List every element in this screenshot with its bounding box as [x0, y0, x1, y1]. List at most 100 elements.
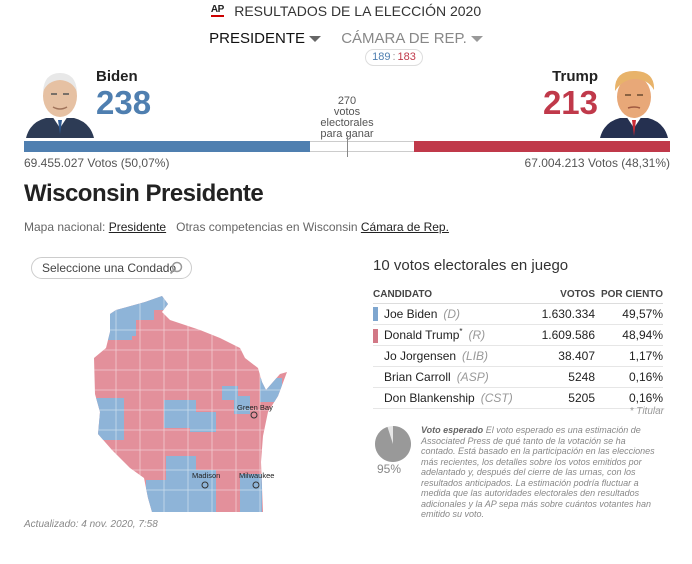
biden-popular-vote: 69.455.027 Votos (50,07%)	[24, 156, 170, 170]
party-swatch	[373, 391, 378, 405]
candidate-votes: 1.609.586	[521, 324, 595, 346]
map-city-marker-green-bay	[250, 411, 258, 419]
tab-presidente[interactable]: PRESIDENTE	[209, 30, 322, 47]
national-map-presidente-link[interactable]: Presidente	[108, 220, 167, 234]
candidate-votes: 1.630.334	[521, 303, 595, 325]
page-title: Wisconsin Presidente	[24, 180, 264, 207]
candidate-name: Jo Jorgensen	[384, 348, 457, 363]
col-candidate: CANDIDATO	[373, 287, 521, 304]
map-dem-counties	[94, 294, 282, 512]
results-header: AP RESULTADOS DE LA ELECCIÓN 2020	[0, 0, 692, 24]
expected-vote-percent: 95%	[377, 462, 402, 476]
county-brown[interactable]	[234, 396, 250, 414]
candidate-votes: 5205	[521, 387, 595, 409]
house-count-badge[interactable]: 189:183	[365, 49, 423, 66]
table-row: Donald Trump* (R) 1.609.586 48,94%	[373, 324, 663, 346]
ap-logo: AP	[210, 4, 224, 17]
tab-camara-label: CÁMARA DE REP.	[341, 30, 467, 47]
candidate-name: Don Blankenship	[384, 390, 475, 405]
trump-popular-vote: 67.004.213 Votos (48,31%)	[524, 156, 670, 170]
votes-needed-count: 270	[337, 95, 357, 107]
house-rep-count: 183	[397, 51, 416, 63]
candidate-cell: Joe Biden (D)	[373, 303, 521, 325]
map-city-label-green-bay: Green Bay	[237, 403, 273, 412]
expected-pie-slice	[374, 426, 411, 462]
wisconsin-county-map[interactable]: Green Bay Madison Milwaukee	[90, 294, 300, 512]
table-row: Joe Biden (D) 1.630.334 49,57%	[373, 303, 663, 325]
candidate-percent: 0,16%	[595, 387, 663, 409]
county-apostle-islands[interactable]	[150, 294, 170, 310]
chevron-down-icon	[470, 36, 483, 43]
biden-name: Biden	[96, 68, 138, 85]
candidate-party: (LIB)	[462, 348, 489, 363]
expected-vote-pie	[374, 426, 411, 462]
candidate-percent: 0,16%	[595, 366, 663, 388]
expected-vote-description: Voto esperado El voto esperado es una es…	[421, 425, 661, 520]
results-body: Joe Biden (D) 1.630.334 49,57% Donald Trump*…	[373, 303, 663, 409]
candidate-cell: Don Blankenship (CST)	[373, 387, 521, 409]
other-races-camara-link[interactable]: Cámara de Rep.	[360, 220, 449, 234]
county-douglas[interactable]	[118, 314, 136, 336]
electoral-vote-bar	[24, 135, 670, 157]
table-row: Don Blankenship (CST) 5205 0,16%	[373, 387, 663, 409]
candidate-cell: Donald Trump* (R)	[373, 324, 521, 346]
col-percent: POR CIENTO	[595, 287, 663, 304]
county-waushara[interactable]	[190, 412, 216, 432]
incumbent-mark: *	[459, 327, 463, 337]
map-city-label-madison: Madison	[192, 471, 220, 480]
biden-portrait	[26, 73, 94, 138]
map-city-label-milwaukee: Milwaukee	[239, 471, 274, 480]
electoral-bar-dem	[24, 141, 310, 152]
table-row: Brian Carroll (ASP) 5248 0,16%	[373, 366, 663, 388]
candidate-name: Donald Trump	[384, 328, 460, 343]
table-row: Jo Jorgensen (LIB) 38.407 1,17%	[373, 345, 663, 367]
incumbent-footnote: * Titular	[629, 406, 664, 417]
search-icon[interactable]	[169, 261, 183, 275]
majority-line	[347, 135, 348, 157]
expected-vote-label: Voto esperado	[421, 425, 484, 435]
candidate-party: (R)	[468, 328, 486, 343]
tab-camara[interactable]: CÁMARA DE REP.	[341, 30, 483, 47]
candidate-percent: 49,57%	[595, 303, 663, 325]
candidate-party: (CST)	[480, 390, 513, 405]
map-city-marker-milwaukee	[252, 481, 260, 489]
party-swatch	[373, 370, 378, 384]
county-search-placeholder: Seleccione una Condado	[42, 261, 177, 275]
col-votes: VOTOS	[521, 287, 595, 304]
candidate-percent: 48,94%	[595, 324, 663, 346]
house-separator: :	[392, 51, 396, 63]
county-search-input[interactable]: Seleccione una Condado	[31, 257, 192, 279]
house-dem-count: 189	[372, 51, 391, 63]
county-milwaukee[interactable]	[240, 474, 262, 512]
expected-vote-text: El voto esperado es una estimación de As…	[421, 425, 655, 519]
county-crawford[interactable]	[102, 414, 124, 436]
map-city-marker-madison	[201, 481, 209, 489]
county-ashland[interactable]	[132, 300, 154, 320]
party-swatch	[373, 307, 378, 322]
tab-presidente-label: PRESIDENTE	[209, 30, 306, 47]
results-table: CANDIDATO VOTOS POR CIENTO Joe Biden (D) 1…	[373, 287, 663, 409]
candidate-cell: Brian Carroll (ASP)	[373, 366, 521, 388]
candidate-votes: 5248	[521, 366, 595, 388]
county-rock[interactable]	[182, 494, 208, 512]
race-tabs: PRESIDENTE CÁMARA DE REP.	[0, 30, 692, 47]
biden-electoral-votes: 238	[96, 84, 152, 121]
electoral-bar-rep	[414, 141, 670, 152]
votes-needed-label: 270 votos electorales para ganar	[312, 96, 382, 140]
candidate-cell: Jo Jorgensen (LIB)	[373, 345, 521, 367]
results-header-row: CANDIDATO VOTOS POR CIENTO	[373, 287, 663, 304]
party-swatch	[373, 349, 378, 363]
candidate-votes: 38.407	[521, 345, 595, 367]
state-subnav: Mapa nacional: Presidente Otras competen…	[24, 220, 449, 234]
votes-needed-line2: electorales	[320, 117, 374, 129]
trump-portrait	[600, 70, 668, 138]
votes-needed-line1: votos	[333, 106, 361, 118]
national-map-label: Mapa nacional:	[24, 220, 106, 234]
county-iowa[interactable]	[146, 480, 166, 512]
other-races-label: Otras competencias en Wisconsin	[176, 220, 358, 234]
party-swatch	[373, 328, 378, 343]
trump-electoral-votes: 213	[542, 84, 598, 121]
votes-needed-line3: para ganar	[320, 128, 374, 140]
candidate-party: (D)	[443, 306, 461, 321]
updated-timestamp: Actualizado: 4 nov. 2020, 7:58	[24, 519, 158, 530]
